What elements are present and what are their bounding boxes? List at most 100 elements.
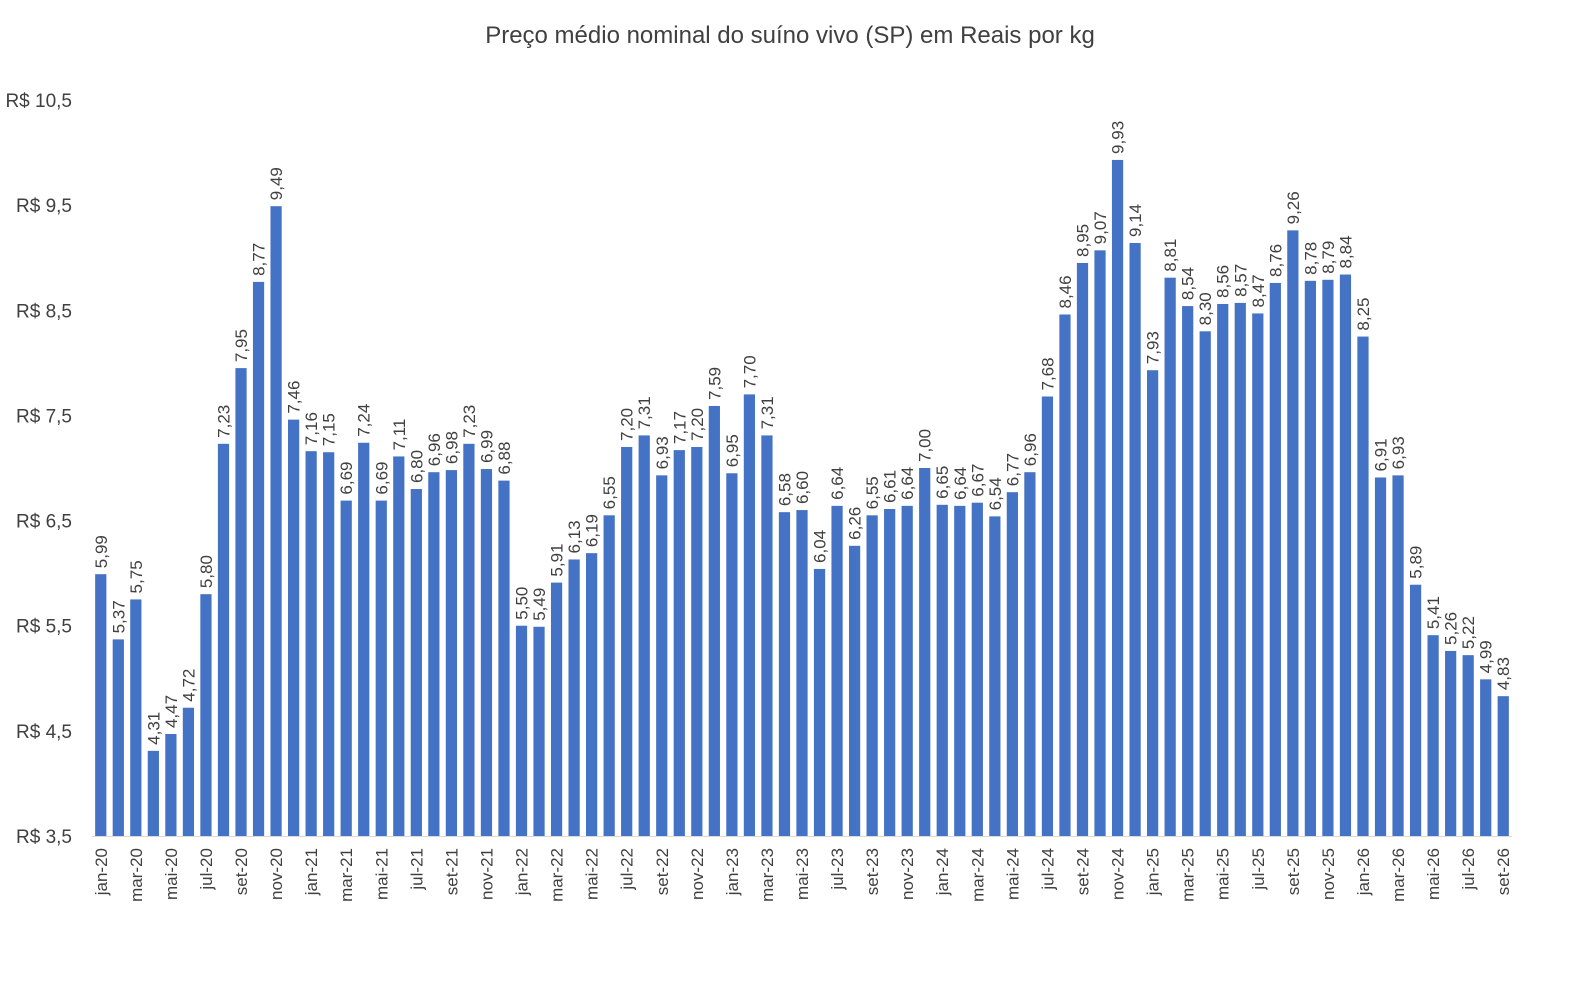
x-tick-label: jan-20 xyxy=(92,848,111,896)
bar xyxy=(1129,242,1141,837)
x-tick-label: jan-25 xyxy=(1144,848,1163,896)
data-label: 6,60 xyxy=(793,471,812,504)
x-tick-label: jul-20 xyxy=(197,848,216,891)
bar xyxy=(550,582,563,836)
bar xyxy=(533,626,545,836)
data-label: 8,81 xyxy=(1161,239,1180,272)
data-label: 6,80 xyxy=(407,450,426,483)
bar xyxy=(1480,679,1492,836)
data-label: 6,55 xyxy=(600,476,619,509)
data-label: 5,75 xyxy=(127,560,146,593)
data-label: 8,54 xyxy=(1179,267,1198,300)
data-label: 7,24 xyxy=(355,404,374,437)
x-tick-label: jul-25 xyxy=(1249,848,1268,891)
data-label: 6,58 xyxy=(775,473,794,506)
bar xyxy=(691,446,703,836)
bar xyxy=(778,512,791,836)
bar xyxy=(1357,336,1369,836)
data-label: 6,65 xyxy=(933,466,952,499)
data-label: 6,64 xyxy=(951,467,970,500)
bar xyxy=(1111,159,1124,837)
data-label: 6,64 xyxy=(828,467,847,500)
data-label: 7,95 xyxy=(232,329,251,362)
data-label: 7,20 xyxy=(618,408,637,441)
x-tick-label: jul-22 xyxy=(618,848,637,891)
bar xyxy=(1024,472,1036,836)
y-tick-label: R$ 5,5 xyxy=(16,617,72,638)
data-label: 6,91 xyxy=(1372,438,1391,471)
bar xyxy=(375,500,387,836)
x-tick-label: mai-25 xyxy=(1214,848,1233,900)
bar xyxy=(989,516,1001,836)
x-tick-label: mar-22 xyxy=(548,848,567,902)
x-tick-label: nov-20 xyxy=(267,848,286,900)
bar xyxy=(1094,250,1106,837)
x-tick-label: mai-23 xyxy=(793,848,812,900)
bar xyxy=(1427,635,1439,836)
data-label: 6,99 xyxy=(477,430,496,463)
data-label: 6,13 xyxy=(565,520,584,553)
data-label: 7,15 xyxy=(320,413,339,446)
data-label: 5,50 xyxy=(513,587,532,620)
bar xyxy=(1199,331,1211,836)
bar xyxy=(393,456,405,836)
data-label: 5,89 xyxy=(1407,546,1426,579)
x-tick-label: jul-24 xyxy=(1038,848,1057,891)
data-label: 6,93 xyxy=(653,436,672,469)
data-label: 8,84 xyxy=(1336,235,1355,268)
data-label: 6,26 xyxy=(846,507,865,540)
bar xyxy=(182,707,195,836)
data-label: 8,56 xyxy=(1214,265,1233,298)
data-label: 5,91 xyxy=(548,544,567,577)
bar xyxy=(743,394,756,836)
data-labels-group: 5,99 5,37 5,75 4,314,474,72 5,80 7,23 7,95 8,77… xyxy=(92,121,1513,745)
data-label: 6,61 xyxy=(881,470,900,503)
bar xyxy=(1374,477,1387,836)
x-tick-label: mai-24 xyxy=(1003,848,1022,900)
data-label: 6,69 xyxy=(372,462,391,495)
bar xyxy=(936,504,948,836)
x-tick-label: jul-26 xyxy=(1459,848,1478,891)
x-tick-label: set-25 xyxy=(1284,848,1303,895)
y-tick-label: R$ 7,5 xyxy=(16,406,72,427)
data-label: 9,93 xyxy=(1109,121,1128,154)
bar xyxy=(112,639,124,836)
bar xyxy=(1322,279,1334,836)
data-label: 6,96 xyxy=(425,433,444,466)
x-axis: jan-20 mar-20 mai-20 jul-20 set-20 nov-20 jan-… xyxy=(92,848,1513,902)
data-label: 8,46 xyxy=(1056,275,1075,308)
data-label: 7,16 xyxy=(302,412,321,445)
bar xyxy=(1182,306,1194,837)
bar xyxy=(656,475,668,836)
data-label: 7,93 xyxy=(1144,331,1163,364)
bar xyxy=(95,574,107,836)
data-label: 8,47 xyxy=(1249,274,1268,307)
data-label: 5,80 xyxy=(197,555,216,588)
y-tick-label: R$ 6,5 xyxy=(16,512,72,533)
bar xyxy=(270,206,282,837)
data-label: 7,17 xyxy=(670,411,689,444)
data-label: 6,96 xyxy=(1021,433,1040,466)
bar xyxy=(638,435,650,836)
bars-group xyxy=(95,159,1509,837)
data-label: 9,14 xyxy=(1126,204,1145,237)
bar xyxy=(831,505,843,836)
data-label: 5,41 xyxy=(1424,596,1443,629)
data-label: 4,47 xyxy=(162,695,181,728)
x-tick-label: nov-23 xyxy=(898,848,917,900)
bar xyxy=(971,502,983,836)
data-label: 9,49 xyxy=(267,167,286,200)
bar xyxy=(603,515,615,836)
data-label: 6,04 xyxy=(811,530,830,563)
bar xyxy=(498,480,510,836)
bar xyxy=(1269,282,1281,836)
bar xyxy=(1409,584,1422,836)
y-tick-label: R$ 4,5 xyxy=(16,722,72,743)
data-label: 7,00 xyxy=(916,429,935,462)
bar xyxy=(919,468,931,836)
x-tick-label: mar-21 xyxy=(337,848,356,902)
x-tick-label: set-20 xyxy=(232,848,251,895)
data-label: 7,46 xyxy=(285,381,304,414)
data-label: 6,95 xyxy=(723,434,742,467)
data-label: 9,26 xyxy=(1284,191,1303,224)
